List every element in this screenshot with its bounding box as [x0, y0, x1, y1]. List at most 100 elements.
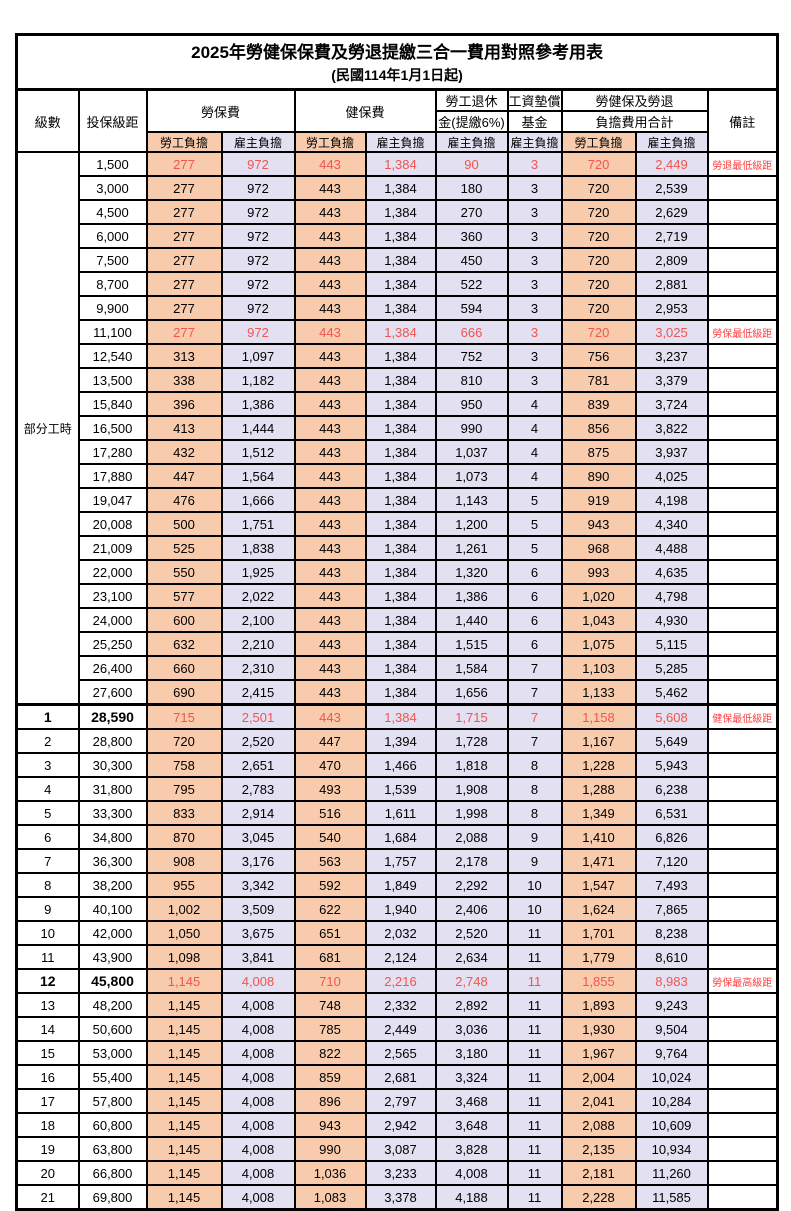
table-row: 8 38,200 955 3,342 592 1,849 2,292 10 1,547 7,493 [15, 872, 779, 898]
subheader-wage-fund-employer: 雇主負擔 [506, 131, 563, 153]
table-row: 3,000 277 972 443 1,384 180 3 720 2,539 [17, 175, 779, 201]
cell-bracket: 34,800 [77, 824, 148, 850]
cell-total-employer: 7,493 [634, 872, 709, 898]
cell-bracket: 11,100 [77, 319, 148, 345]
cell-health-employee: 896 [293, 1088, 367, 1114]
col-header-note: 備註 [706, 88, 779, 153]
table-row: 8,700 277 972 443 1,384 522 3 720 2,881 [17, 271, 779, 297]
cell-labor-employee: 277 [145, 199, 223, 225]
cell-health-employer: 3,087 [364, 1136, 437, 1162]
cell-total-employer: 3,937 [634, 439, 709, 465]
cell-health-employee: 443 [293, 679, 367, 706]
cell-labor-employee: 632 [145, 631, 223, 657]
cell-health-employer: 1,384 [364, 271, 437, 297]
page-subtitle: (民國114年1月1日起) [331, 67, 463, 84]
cell-health-employee: 443 [293, 439, 367, 465]
cell-pension-employer: 1,715 [434, 703, 509, 730]
cell-bracket: 30,300 [77, 752, 148, 778]
subheader-labor-employee: 勞工負擔 [145, 131, 223, 153]
cell-labor-employee: 720 [145, 728, 223, 754]
cell-note: 勞退最低級距 [706, 151, 779, 177]
table-row: 18 60,800 1,145 4,008 943 2,942 3,648 11 2,088 10… [15, 1112, 779, 1138]
cell-bracket: 28,590 [77, 703, 148, 730]
table-row: 27,600 690 2,415 443 1,384 1,656 7 1,133 5,462 [17, 679, 779, 706]
cell-total-employer: 5,462 [634, 679, 709, 706]
cell-health-employee: 443 [293, 391, 367, 417]
cell-labor-employer: 4,008 [220, 1064, 296, 1090]
cell-labor-employee: 1,145 [145, 1184, 223, 1211]
cell-labor-employer: 4,008 [220, 1088, 296, 1114]
cell-bracket: 27,600 [77, 679, 148, 706]
cell-pension-employer: 2,406 [434, 896, 509, 922]
cell-pension-employer: 1,998 [434, 800, 509, 826]
table-row: 12,540 313 1,097 443 1,384 752 3 756 3,237 [17, 343, 779, 369]
cell-bracket: 55,400 [77, 1064, 148, 1090]
cell-level: 3 [15, 752, 80, 778]
cell-total-employee: 1,967 [560, 1040, 637, 1066]
cell-total-employee: 1,893 [560, 992, 637, 1018]
cell-health-employer: 1,384 [364, 703, 437, 730]
cell-note [706, 752, 779, 778]
cell-labor-employee: 955 [145, 872, 223, 898]
cell-wage-fund-employer: 10 [506, 896, 563, 922]
cell-note [706, 607, 779, 633]
cell-labor-employee: 908 [145, 848, 223, 874]
cell-labor-employer: 4,008 [220, 1136, 296, 1162]
cell-total-employer: 2,809 [634, 247, 709, 273]
cell-total-employer: 7,865 [634, 896, 709, 922]
cell-total-employer: 2,953 [634, 295, 709, 321]
cell-total-employer: 6,238 [634, 776, 709, 802]
cell-wage-fund-employer: 11 [506, 1184, 563, 1211]
cell-pension-employer: 1,656 [434, 679, 509, 706]
cell-pension-employer: 3,828 [434, 1136, 509, 1162]
cell-bracket: 4,500 [77, 199, 148, 225]
cell-total-employer: 3,379 [634, 367, 709, 393]
cell-level: 16 [15, 1064, 80, 1090]
cell-note [706, 463, 779, 489]
cell-labor-employer: 3,045 [220, 824, 296, 850]
cell-labor-employee: 690 [145, 679, 223, 706]
cell-total-employee: 1,075 [560, 631, 637, 657]
cell-labor-employee: 500 [145, 511, 223, 537]
cell-bracket: 12,540 [77, 343, 148, 369]
cell-total-employee: 2,088 [560, 1112, 637, 1138]
cell-health-employee: 748 [293, 992, 367, 1018]
cell-wage-fund-employer: 8 [506, 800, 563, 826]
cell-bracket: 42,000 [77, 920, 148, 946]
col-header-labor-insurance: 勞保費 [145, 88, 296, 133]
cell-health-employee: 540 [293, 824, 367, 850]
cell-labor-employee: 277 [145, 175, 223, 201]
cell-pension-employer: 594 [434, 295, 509, 321]
cell-level: 21 [15, 1184, 80, 1211]
cell-bracket: 22,000 [77, 559, 148, 585]
cell-wage-fund-employer: 7 [506, 703, 563, 730]
cell-wage-fund-employer: 8 [506, 752, 563, 778]
cell-bracket: 45,800 [77, 968, 148, 994]
cell-total-employee: 943 [560, 511, 637, 537]
cell-bracket: 63,800 [77, 1136, 148, 1162]
cell-health-employer: 1,849 [364, 872, 437, 898]
cell-bracket: 6,000 [77, 223, 148, 249]
cell-total-employer: 3,237 [634, 343, 709, 369]
cell-health-employee: 990 [293, 1136, 367, 1162]
cell-wage-fund-employer: 4 [506, 415, 563, 441]
cell-bracket: 43,900 [77, 944, 148, 970]
page-title: 2025年勞健保保費及勞退提繳三合一費用對照參考用表 [191, 42, 603, 62]
table-row: 20,008 500 1,751 443 1,384 1,200 5 943 4,340 [17, 511, 779, 537]
cell-labor-employee: 476 [145, 487, 223, 513]
cell-labor-employee: 413 [145, 415, 223, 441]
cell-total-employer: 4,198 [634, 487, 709, 513]
cell-note [706, 992, 779, 1018]
cell-labor-employer: 972 [220, 247, 296, 273]
cell-labor-employer: 2,100 [220, 607, 296, 633]
cell-health-employer: 3,378 [364, 1184, 437, 1211]
cell-note [706, 824, 779, 850]
cell-wage-fund-employer: 3 [506, 223, 563, 249]
cell-labor-employer: 972 [220, 271, 296, 297]
cell-labor-employee: 550 [145, 559, 223, 585]
cell-bracket: 7,500 [77, 247, 148, 273]
cell-total-employer: 2,629 [634, 199, 709, 225]
cell-note [706, 872, 779, 898]
cell-bracket: 17,880 [77, 463, 148, 489]
cell-health-employee: 443 [293, 583, 367, 609]
